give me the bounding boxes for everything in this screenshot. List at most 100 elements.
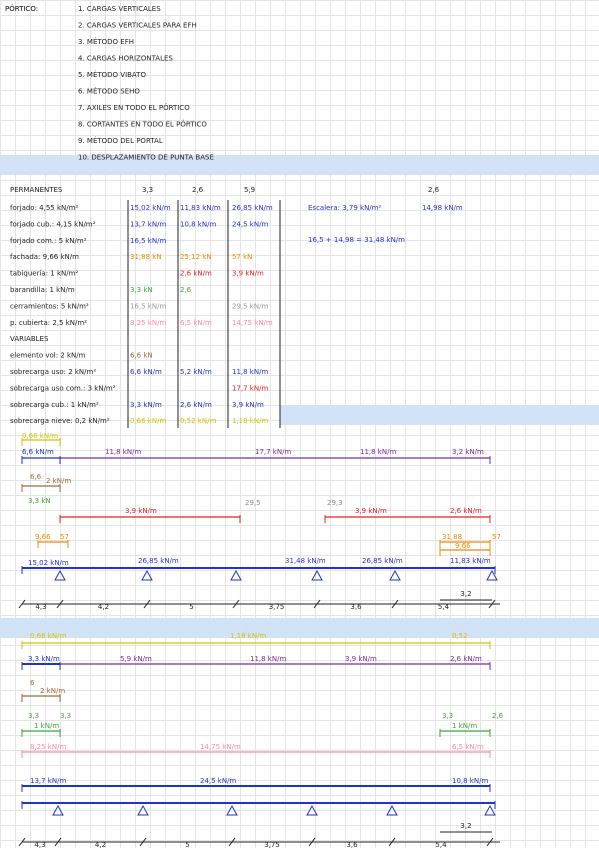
note-text: 9,66 <box>455 542 471 550</box>
note-text: 2,6 kN/m <box>450 655 482 663</box>
support <box>137 804 149 816</box>
note-text: 6,6 kN <box>130 352 153 360</box>
note-text: 3,9 kN/m <box>125 507 157 515</box>
support <box>386 804 398 816</box>
note-text: 0,52 <box>452 632 468 640</box>
note-text: 31,88 kN <box>130 253 162 261</box>
note-text: 4,3 <box>35 603 46 611</box>
note-text: 10,8 kN/m <box>452 777 488 785</box>
note-text: 3,9 kN/m <box>232 401 264 409</box>
dim-tick <box>232 599 240 609</box>
note-text: 24,5 kN/m <box>232 220 268 228</box>
note-text: 5,9 kN/m <box>120 655 152 663</box>
note-text: 10,8 kN/m <box>180 220 216 228</box>
support <box>311 569 323 581</box>
note-text: 9,66 <box>35 533 51 541</box>
note-text: 3,2 <box>460 822 471 830</box>
note-text: 3,9 kN/m <box>345 655 377 663</box>
note-text: 3. MÉTODO EFH <box>78 37 134 46</box>
note-text: 0,66 kN/m <box>130 417 166 425</box>
note-text: 29,5 kN/m <box>232 302 268 310</box>
note-text: 3,75 <box>269 603 285 611</box>
band <box>0 618 599 638</box>
note-text: 8. CORTANTES EN TODO EL PÓRTICO <box>78 120 207 129</box>
note-text: 3,3 <box>60 712 71 720</box>
note-text: 17,7 kN/m <box>255 448 291 456</box>
dim-tick <box>18 599 26 609</box>
dim-tick <box>18 837 26 847</box>
note-text: 0,52 kN/m <box>180 417 216 425</box>
note-text: 6,5 kN/m <box>452 743 484 751</box>
note-text: 11,83 kN/m <box>180 204 221 212</box>
note-text: Escalera: 3,79 kN/m² <box>308 204 381 212</box>
note-text: 16,5 kN/m <box>130 237 166 245</box>
note-text: forjado cub.: 4,15 kN/m² <box>10 220 96 228</box>
note-text: 2 kN/m <box>46 477 71 485</box>
note-text: 1,18 kN/m <box>230 632 266 640</box>
note-text: 8,25 kN/m <box>30 743 66 751</box>
note-text: 5,9 <box>244 186 255 194</box>
support <box>141 569 153 581</box>
note-text: 5,2 kN/m <box>180 368 212 376</box>
note-text: elemento vol: 2 kN/m <box>10 352 86 360</box>
support <box>389 569 401 581</box>
note-text: 5 <box>185 841 189 848</box>
note-text: 7. AXILES EN TODO EL PÓRTICO <box>78 103 190 112</box>
note-text: 2,6 kN/m <box>180 270 212 278</box>
note-text: 5,4 <box>435 841 447 848</box>
support <box>306 804 318 816</box>
note-text: 31,88 <box>442 533 462 541</box>
note-text: 3,6 <box>350 603 362 611</box>
note-text: 0,66 kN/m <box>22 432 58 440</box>
note-text: 25,12 kN <box>180 253 212 261</box>
note-text: 15,02 kN/m <box>28 559 69 567</box>
support <box>486 569 498 581</box>
band <box>0 155 599 175</box>
note-text: 6,6 kN/m <box>22 448 54 456</box>
note-text: 5 <box>189 603 193 611</box>
note-text: sobrecarga nieve: 0,2 kN/m² <box>10 417 110 425</box>
note-text: 3,3 kN/m <box>130 401 162 409</box>
note-text: 3,3 kN <box>28 497 51 505</box>
note-text: 1. CARGAS VERTICALES <box>78 5 161 13</box>
note-text: 2,6 <box>192 186 204 194</box>
note-text: 17,7 kN/m <box>232 384 268 392</box>
note-text: 3,3 <box>28 712 39 720</box>
note-text: PERMANENTES <box>10 186 63 194</box>
note-text: 14,98 kN/m <box>422 204 463 212</box>
title: PÓRTICO: <box>5 4 38 13</box>
note-text: 11,8 kN/m <box>360 448 396 456</box>
note-text: 15,02 kN/m <box>130 204 171 212</box>
note-text: 3,2 kN/m <box>452 448 484 456</box>
support <box>54 569 66 581</box>
note-text: 9. MÉTODO DEL PORTAL <box>78 136 163 145</box>
note-text: 3,3 <box>142 186 153 194</box>
note-text: sobrecarga cub.: 1 kN/m² <box>10 401 99 409</box>
note-text: 29,5 <box>245 499 261 507</box>
note-text: 3,3 <box>442 712 453 720</box>
note-text: 26,85 kN/m <box>138 557 179 565</box>
note-text: 5. MÉTODO VIBATO <box>78 70 146 79</box>
support <box>52 804 64 816</box>
note-text: 3,3 kN <box>130 286 153 294</box>
note-text: 2,6 <box>428 186 440 194</box>
note-text: 57 <box>60 533 69 541</box>
note-text: 16,5 + 14,98 = 31,48 kN/m <box>308 236 405 244</box>
note-text: tabiquería: 1 kN/m² <box>10 270 78 278</box>
note-text: sobrecarga uso com.: 3 kN/m² <box>10 384 116 392</box>
note-text: 13,7 kN/m <box>130 220 166 228</box>
note-text: 11,8 kN/m <box>232 368 268 376</box>
note-text: barandilla: 1 kN/m <box>10 286 75 294</box>
dim-tick <box>486 837 494 847</box>
dim-tick <box>139 837 147 847</box>
dim-tick <box>143 599 151 609</box>
note-text: 4,3 <box>34 841 45 848</box>
note-text: 6,6 <box>30 473 42 481</box>
note-text: 3,75 <box>264 841 280 848</box>
dim-tick <box>308 837 316 847</box>
band <box>280 405 599 425</box>
note-text: 6. MÉTODO SEHO <box>78 87 140 96</box>
note-text: 14,75 kN/m <box>232 319 273 327</box>
dim-tick <box>54 837 62 847</box>
